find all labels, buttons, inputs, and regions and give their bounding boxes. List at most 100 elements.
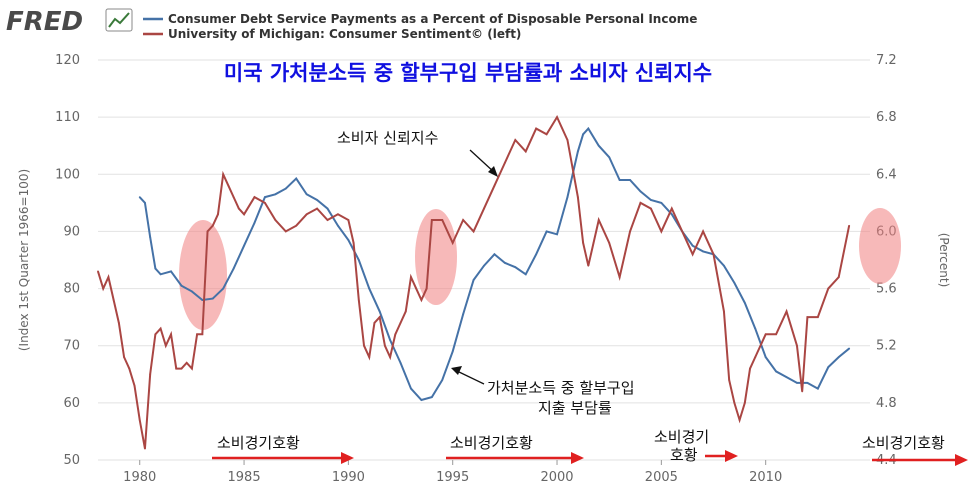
- plot-area: [98, 60, 870, 460]
- sentiment-point: [650, 207, 652, 210]
- right-tick-label: 7.2: [876, 53, 897, 68]
- sentiment-point: [749, 367, 751, 370]
- sentiment-point: [154, 333, 157, 336]
- debt-point: [451, 350, 454, 353]
- x-axis-ticks: 1980 1985 1990 1995 2000 2005 2010: [123, 460, 782, 485]
- left-tick-label: 60: [63, 396, 80, 411]
- sentiment-point: [556, 116, 558, 119]
- left-tick-label: 50: [63, 453, 80, 468]
- debt-point: [483, 264, 485, 267]
- sentiment-point: [404, 310, 407, 313]
- sentiment-point: [253, 196, 256, 199]
- sentiment-point: [728, 379, 731, 381]
- debt-point: [723, 264, 725, 267]
- x-tick-label: 1980: [123, 470, 156, 485]
- sentiment-point: [128, 367, 131, 370]
- sentiment-point: [775, 333, 778, 336]
- highlight-ellipse-1983: [179, 220, 227, 330]
- debt-point: [775, 370, 778, 373]
- sentiment-point: [743, 401, 746, 404]
- debt-point: [837, 356, 840, 359]
- debt-point: [368, 287, 371, 290]
- sentiment-point: [545, 133, 548, 136]
- debt-point: [326, 207, 329, 210]
- debt-point: [743, 301, 746, 304]
- sentiment-point: [597, 219, 600, 221]
- debt-point: [754, 327, 757, 330]
- left-tick-label: 100: [55, 167, 80, 182]
- sentiment-point: [514, 139, 517, 141]
- debt-point: [514, 266, 517, 269]
- sentiment-point: [206, 230, 209, 233]
- boom-label-4: 소비경기호황: [862, 434, 945, 452]
- sentiment-point: [660, 230, 663, 233]
- boom-label-1: 소비경기호황: [217, 434, 300, 452]
- debt-point: [284, 187, 287, 190]
- left-tick-label: 70: [63, 339, 80, 354]
- overlay-title: 미국 가처분소득 중 할부구입 부담률과 소비자 신뢰지수: [224, 61, 712, 85]
- gridlines: [98, 59, 870, 461]
- debt-point: [566, 196, 569, 199]
- debt-point: [138, 196, 141, 199]
- debt-point: [232, 267, 235, 270]
- highlight-ellipses: [179, 208, 901, 330]
- legend-label-debt: Consumer Debt Service Payments as a Perc…: [168, 12, 697, 26]
- sentiment-point: [185, 361, 188, 364]
- sentiment-point: [425, 287, 428, 290]
- sentiment-point: [383, 344, 386, 347]
- sentiment-point: [107, 276, 110, 279]
- debt-point: [378, 310, 381, 313]
- debt-point: [211, 297, 214, 300]
- sentiment-point: [785, 310, 788, 313]
- sentiment-point: [190, 367, 193, 370]
- fred-logo: FRED: [6, 7, 133, 37]
- debt-point: [827, 366, 830, 369]
- debt-point: [650, 199, 652, 201]
- sentiment-point: [394, 333, 397, 336]
- sentiment-point: [133, 384, 136, 387]
- debt-point: [848, 347, 851, 350]
- x-tick-label: 1995: [436, 470, 469, 485]
- sentiment-point: [201, 333, 204, 336]
- debt-point: [347, 239, 350, 241]
- sentiment-point: [112, 299, 115, 301]
- highlight-ellipse-1994: [415, 209, 457, 305]
- sentiment-point: [222, 173, 225, 176]
- sentiment-point: [430, 219, 433, 221]
- sentiment-point: [754, 356, 757, 359]
- sentiment-point: [566, 139, 569, 141]
- debt-point: [785, 376, 788, 379]
- sentiment-point: [326, 219, 329, 221]
- debt-point: [545, 230, 548, 233]
- debt-point: [144, 201, 146, 204]
- sentiment-point: [175, 367, 178, 370]
- sentiment-point: [848, 224, 851, 227]
- right-tick-label: 5.6: [876, 282, 897, 297]
- sentiment-point: [368, 356, 371, 359]
- sentiment-point: [441, 219, 444, 221]
- sentiment-point: [227, 184, 230, 187]
- sentiment-point: [576, 196, 579, 199]
- annotation-sentiment-arrow: [469, 149, 498, 177]
- sentiment-point: [363, 344, 365, 347]
- debt-point: [503, 261, 506, 264]
- debt-point: [629, 179, 631, 181]
- debt-point: [691, 244, 694, 247]
- boom-label-2: 소비경기호황: [450, 434, 533, 452]
- fred-logo-chart-icon: [105, 8, 133, 32]
- debt-point: [201, 299, 204, 301]
- debt-point: [170, 270, 172, 273]
- sentiment-point: [196, 333, 199, 336]
- sentiment-point: [217, 213, 219, 216]
- sentiment-point: [629, 230, 631, 233]
- debt-point: [493, 253, 496, 256]
- sentiment-point: [582, 241, 585, 244]
- series-line-debt-service: [138, 126, 850, 402]
- series-points-consumer-sentiment: [97, 116, 851, 450]
- sentiment-point: [232, 196, 235, 199]
- debt-point: [639, 190, 642, 193]
- debt-point: [441, 379, 444, 381]
- debt-point: [556, 233, 558, 236]
- sentiment-point: [733, 401, 736, 404]
